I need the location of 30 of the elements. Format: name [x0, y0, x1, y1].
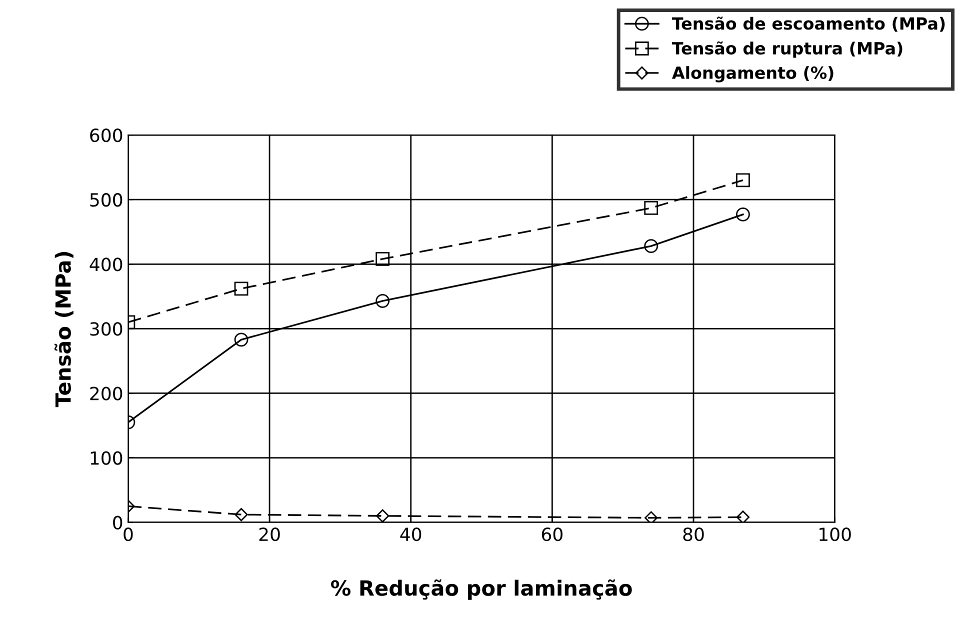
x-tick-label: 60	[542, 528, 562, 542]
legend-label: Tensão de ruptura (MPa)	[672, 41, 902, 58]
point	[644, 201, 658, 215]
point	[644, 511, 658, 522]
x-axis-title: % Redução por laminação	[330, 579, 632, 600]
legend-label: Tensão de escoamento (MPa)	[672, 16, 945, 32]
y-tick-label: 600	[90, 128, 122, 142]
legend-label: Alongamento (%)	[672, 66, 834, 82]
x-tick-label: 40	[400, 528, 422, 542]
x-tick-label: 0	[124, 528, 133, 542]
point	[234, 282, 248, 296]
point	[234, 332, 248, 347]
y-tick-label: 200	[90, 386, 122, 400]
y-tick-label: 400	[90, 258, 122, 272]
point	[376, 509, 390, 522]
y-axis-title: Tensão (MPa)	[54, 252, 74, 408]
point	[234, 508, 248, 522]
x-tick-label: 100	[820, 528, 851, 542]
y-tick-label: 300	[90, 322, 122, 336]
point	[736, 173, 750, 188]
y-tick-label: 0	[113, 516, 122, 530]
point	[644, 239, 658, 254]
point	[376, 252, 390, 266]
point	[736, 510, 750, 522]
y-tick-label: 500	[90, 193, 122, 207]
x-tick-label: 20	[259, 528, 280, 542]
y-tick-label: 100	[90, 451, 122, 465]
x-tick-label: 80	[683, 528, 704, 542]
point	[376, 294, 390, 308]
point	[736, 207, 750, 222]
